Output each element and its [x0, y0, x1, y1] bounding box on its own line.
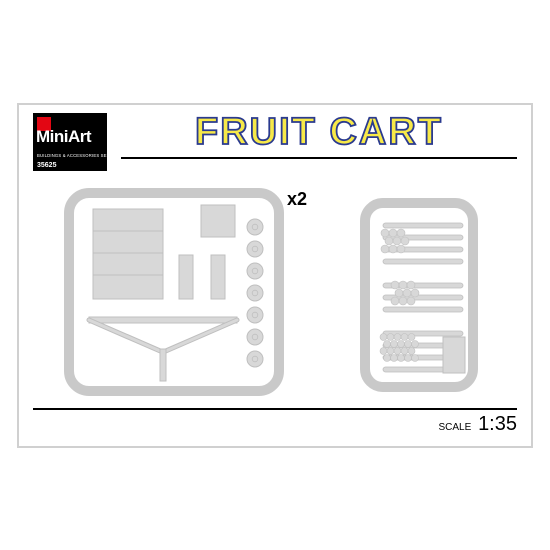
scale-value: 1:35 [478, 413, 517, 435]
brand-series: BUILDINGS & ACCESSORIES SERIES [37, 153, 117, 158]
scale-label: SCALE 1:35 [438, 413, 517, 436]
brand-name: MiniArt [36, 127, 91, 147]
product-card: MiniArt BUILDINGS & ACCESSORIES SERIES 3… [17, 103, 533, 448]
bottom-rule [33, 408, 517, 410]
sprue-diagram-area: x2 [19, 185, 531, 406]
sprue-quantity: x2 [287, 189, 307, 210]
sprue-a [63, 187, 285, 397]
header: MiniArt BUILDINGS & ACCESSORIES SERIES 3… [19, 105, 531, 177]
scale-prefix: SCALE [438, 422, 471, 433]
brand-sku: 35625 [37, 162, 56, 169]
product-title: FRUIT CART [121, 111, 517, 154]
sprue-b [359, 197, 479, 393]
title-underline [121, 157, 517, 159]
brand-logo: MiniArt BUILDINGS & ACCESSORIES SERIES 3… [33, 113, 107, 171]
